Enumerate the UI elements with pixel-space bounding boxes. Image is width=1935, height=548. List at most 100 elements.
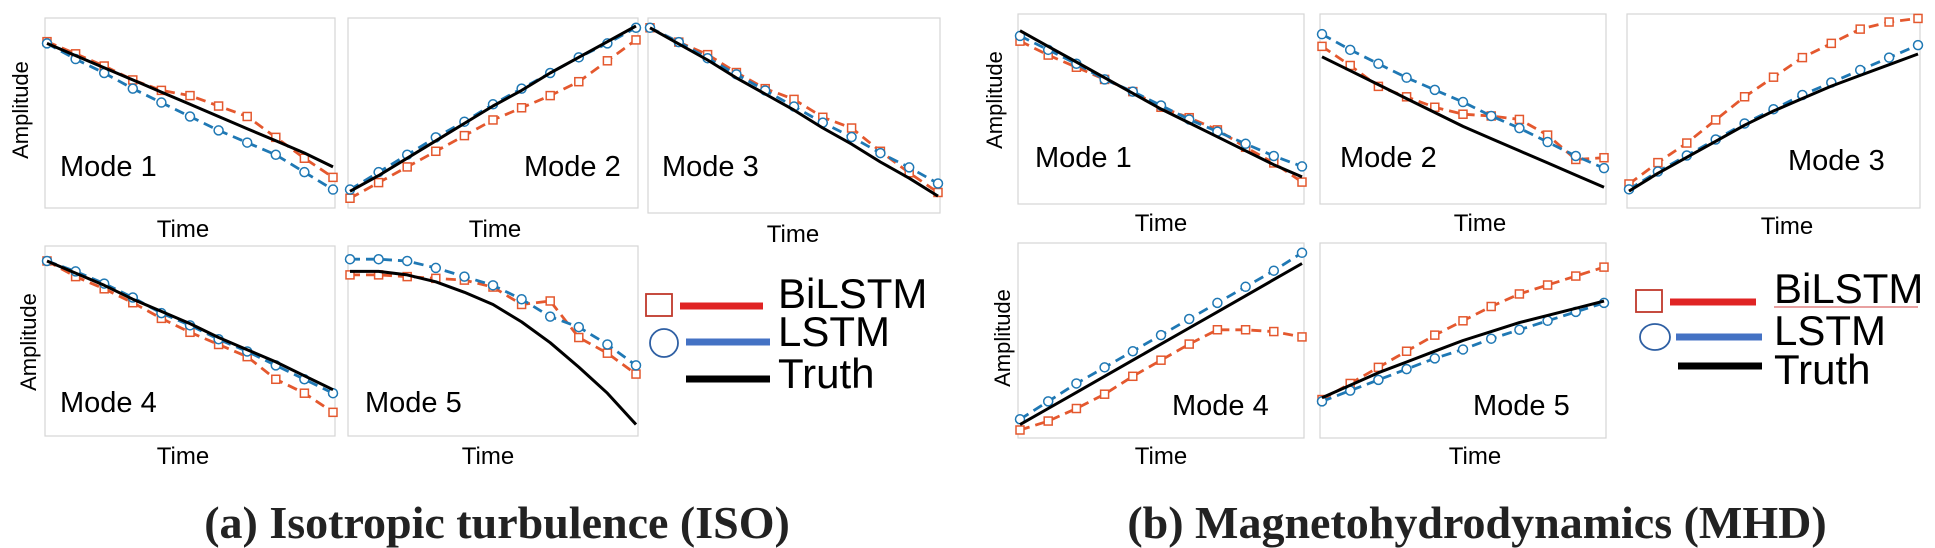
data-point-bilstm (488, 115, 498, 125)
mode-label: Mode 4 (60, 387, 157, 419)
data-point-lstm (1401, 363, 1412, 375)
data-point-bilstm (373, 177, 384, 188)
data-point-bilstm (1430, 330, 1440, 340)
data-point-lstm (1429, 353, 1441, 364)
data-point-bilstm (1599, 152, 1609, 163)
data-point-lstm (1127, 345, 1139, 357)
data-point-lstm (903, 162, 915, 173)
data-point-lstm (299, 166, 310, 178)
data-point-bilstm (545, 90, 555, 101)
x-axis-label: Time (1449, 443, 1501, 470)
data-point-bilstm (1514, 289, 1525, 299)
data-point-lstm (270, 149, 282, 161)
legend-bilstm-label: BiLSTM (778, 270, 927, 317)
subplot-a-mode1: Mode 1 Time Amplitude (8, 17, 339, 243)
data-point-bilstm (1156, 355, 1166, 365)
data-point-lstm (1071, 378, 1082, 389)
series-line-truth (1321, 299, 1605, 400)
data-point-bilstm (1401, 346, 1412, 356)
series-line-truth (1628, 52, 1919, 193)
data-point-lstm (1240, 281, 1251, 293)
mode-label: Mode 1 (60, 151, 157, 183)
data-point-bilstm (574, 76, 584, 87)
series-line-truth (349, 24, 637, 193)
data-point-lstm (1183, 313, 1195, 325)
data-point-lstm (1514, 122, 1525, 134)
data-point-lstm (1344, 44, 1356, 56)
y-axis-label: Amplitude (16, 293, 41, 391)
data-point-bilstm (328, 407, 338, 418)
data-point-lstm (327, 184, 339, 195)
series-line-truth (1019, 262, 1303, 426)
data-point-lstm (1485, 110, 1497, 122)
series-line-truth (1019, 29, 1303, 179)
data-point-bilstm (1682, 138, 1692, 148)
x-axis-label: Time (157, 216, 209, 243)
data-point-lstm (1296, 161, 1308, 172)
series-layer (1623, 13, 1924, 195)
data-point-lstm (846, 131, 857, 143)
legend-bilstm-marker (645, 293, 673, 317)
data-point-bilstm (1653, 157, 1663, 168)
data-point-bilstm (185, 90, 195, 101)
series-line-truth (1321, 55, 1605, 189)
data-point-lstm (184, 111, 196, 122)
x-axis-label: Time (157, 443, 209, 470)
series-layer (1014, 247, 1308, 435)
data-point-bilstm (1099, 389, 1110, 399)
data-point-bilstm (1071, 403, 1082, 414)
subplot-b-mode5: Mode 5 Time (1316, 242, 1610, 470)
data-point-bilstm (1297, 332, 1307, 342)
data-point-lstm (1212, 297, 1223, 309)
panel-a-caption: (a) Isotropic turbulence (ISO) (204, 497, 790, 548)
data-point-bilstm (1212, 325, 1223, 335)
data-point-lstm (213, 125, 224, 136)
data-point-lstm (516, 293, 527, 305)
data-point-bilstm (431, 146, 441, 157)
data-point-bilstm (1571, 271, 1581, 281)
data-point-lstm (459, 271, 470, 282)
x-axis-label: Time (1454, 210, 1506, 237)
data-point-lstm (1457, 96, 1469, 108)
data-point-bilstm (1043, 416, 1053, 426)
series-layer (41, 36, 339, 195)
data-point-bilstm (602, 348, 613, 358)
data-point-lstm (1912, 39, 1924, 51)
data-point-lstm (373, 253, 384, 265)
data-point-bilstm (1458, 316, 1468, 326)
series-layer (344, 253, 642, 426)
x-axis-label: Time (1761, 213, 1813, 240)
series-line-truth (649, 26, 939, 198)
data-point-lstm (1316, 28, 1328, 40)
data-point-bilstm (213, 101, 224, 111)
series-layer (1316, 262, 1610, 407)
data-point-lstm (932, 178, 944, 189)
series-line-bilstm (1019, 39, 1303, 184)
data-point-lstm (1598, 162, 1610, 174)
data-point-bilstm (1710, 115, 1721, 125)
data-point-bilstm (1514, 114, 1525, 125)
data-point-bilstm (1015, 425, 1025, 435)
data-point-lstm (1296, 247, 1308, 259)
data-point-lstm (430, 262, 442, 274)
data-point-bilstm (1599, 262, 1609, 272)
data-point-bilstm (545, 296, 555, 306)
data-point-bilstm (602, 56, 613, 66)
data-point-lstm (573, 321, 585, 333)
series-layer (344, 22, 642, 204)
data-point-lstm (1099, 362, 1110, 373)
data-point-bilstm (1739, 92, 1750, 102)
subplot-b-mode4: Mode 4 Time Amplitude (990, 242, 1308, 470)
plot-frame (1017, 242, 1305, 439)
data-point-bilstm (1269, 326, 1279, 337)
series-layer (1316, 28, 1610, 189)
data-point-lstm (1883, 52, 1895, 63)
subplot-b-mode1: Mode 1 Time Amplitude (982, 13, 1308, 237)
panel-b: Mode 1 Time Amplitude Mode 2 Time Mode 3… (982, 13, 1924, 548)
plot-frame (347, 245, 639, 437)
data-point-bilstm (631, 35, 641, 45)
legend-lstm-label: LSTM (1774, 307, 1886, 354)
data-point-lstm (1268, 150, 1280, 162)
data-point-lstm (1429, 84, 1441, 96)
